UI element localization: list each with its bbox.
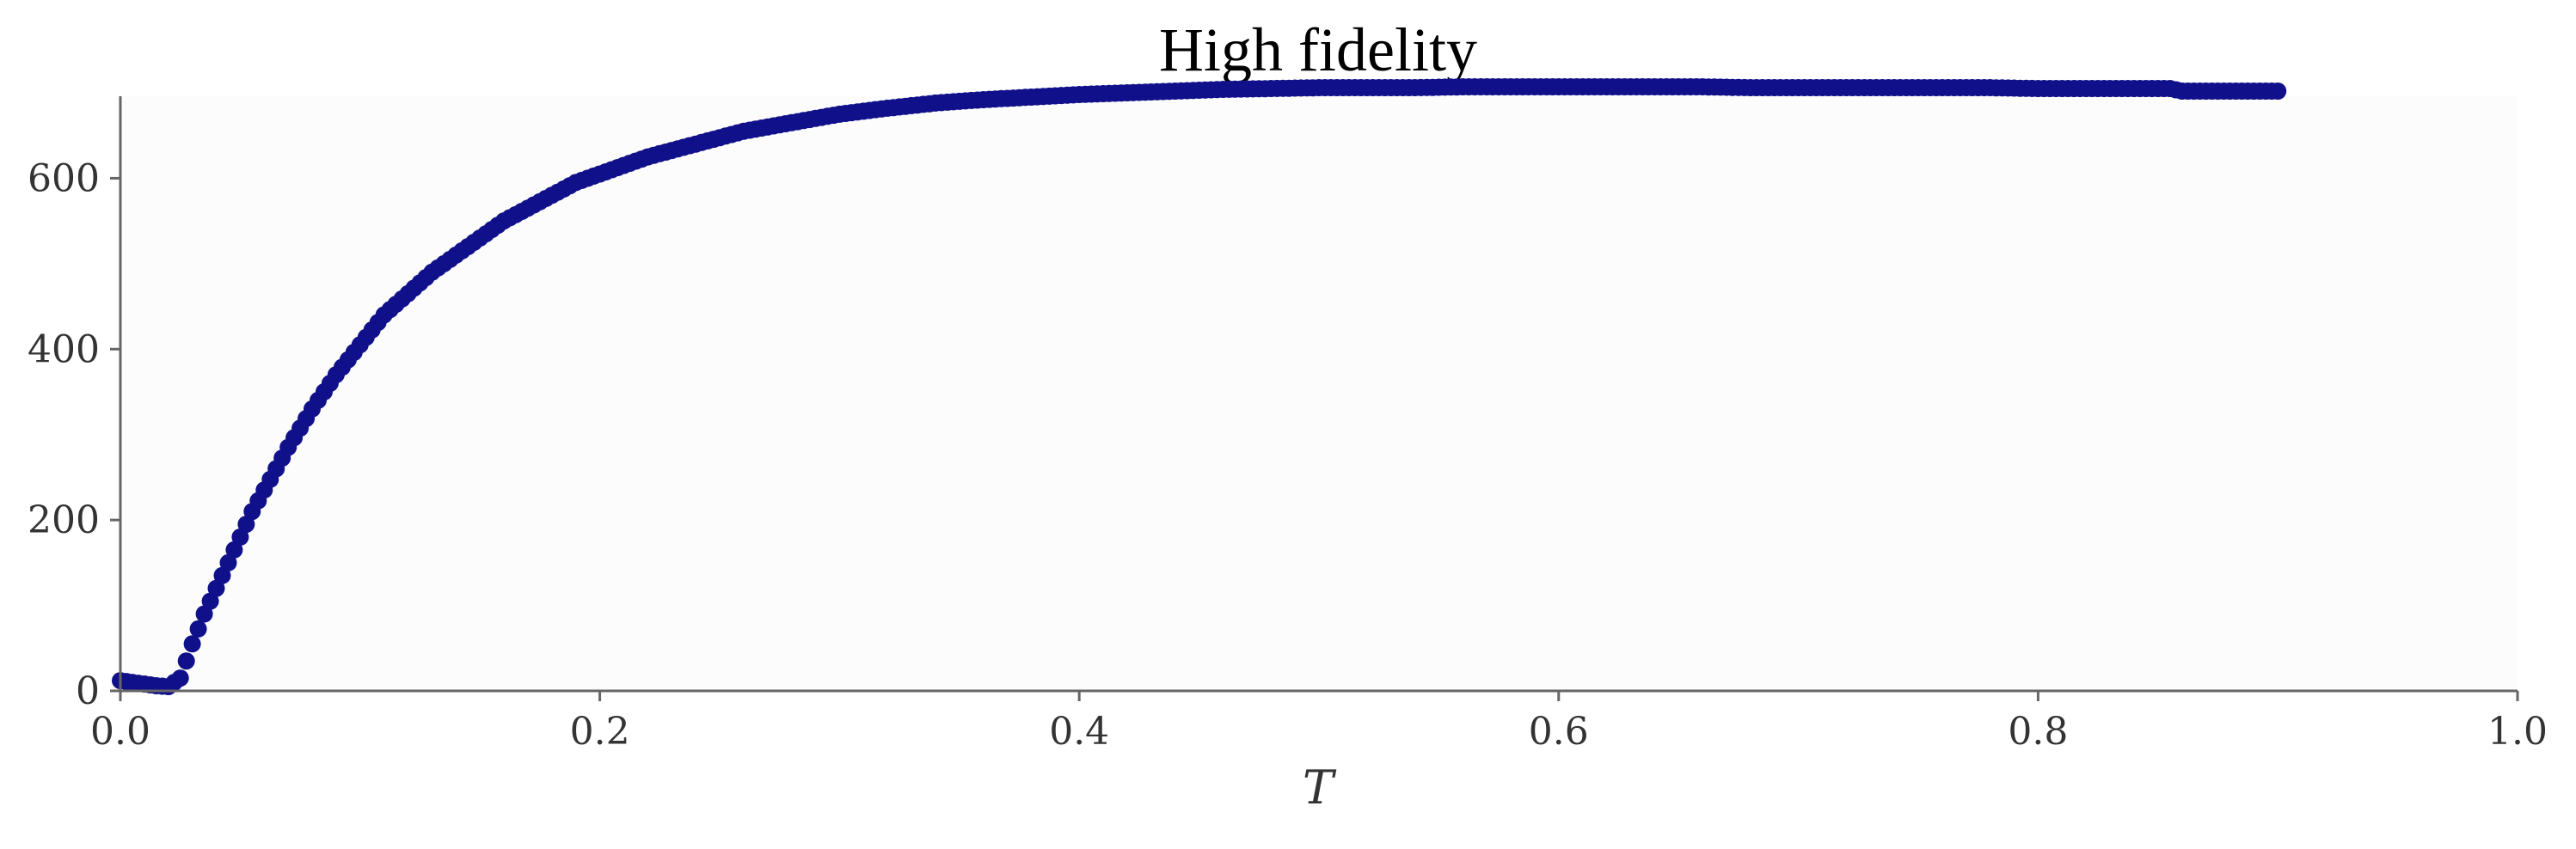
data-point	[219, 553, 237, 571]
data-point	[2269, 82, 2287, 100]
x-tick-label: 0.4	[1049, 710, 1109, 754]
x-axis-ticks: 0.0 0.2 0.4 0.6 0.8 1.0	[90, 691, 2548, 754]
y-axis-ticks: 0 200 400 600	[28, 156, 120, 713]
data-point	[195, 605, 213, 623]
data-point	[231, 528, 249, 546]
y-tick-label: 600	[28, 156, 100, 200]
y-tick-label: 0	[76, 669, 100, 713]
chart-title: High fidelity	[1159, 15, 1477, 84]
y-tick-label: 200	[28, 498, 100, 542]
data-point	[213, 566, 231, 584]
data-point	[189, 620, 207, 638]
x-axis-label: T	[1303, 760, 1337, 815]
data-point	[237, 516, 255, 534]
x-tick-label: 0.6	[1529, 710, 1589, 754]
x-tick-label: 1.0	[2487, 710, 2548, 754]
x-tick-label: 0.8	[2008, 710, 2068, 754]
data-points	[112, 78, 2287, 695]
data-point	[171, 669, 189, 687]
data-point	[201, 592, 219, 610]
data-point	[177, 652, 195, 670]
data-point	[183, 635, 201, 653]
plot-area	[120, 96, 2518, 691]
data-point	[207, 579, 225, 597]
y-tick-label: 400	[28, 327, 100, 371]
data-point	[225, 541, 243, 559]
x-tick-label: 0.2	[570, 710, 630, 754]
x-tick-label: 0.0	[90, 710, 150, 754]
